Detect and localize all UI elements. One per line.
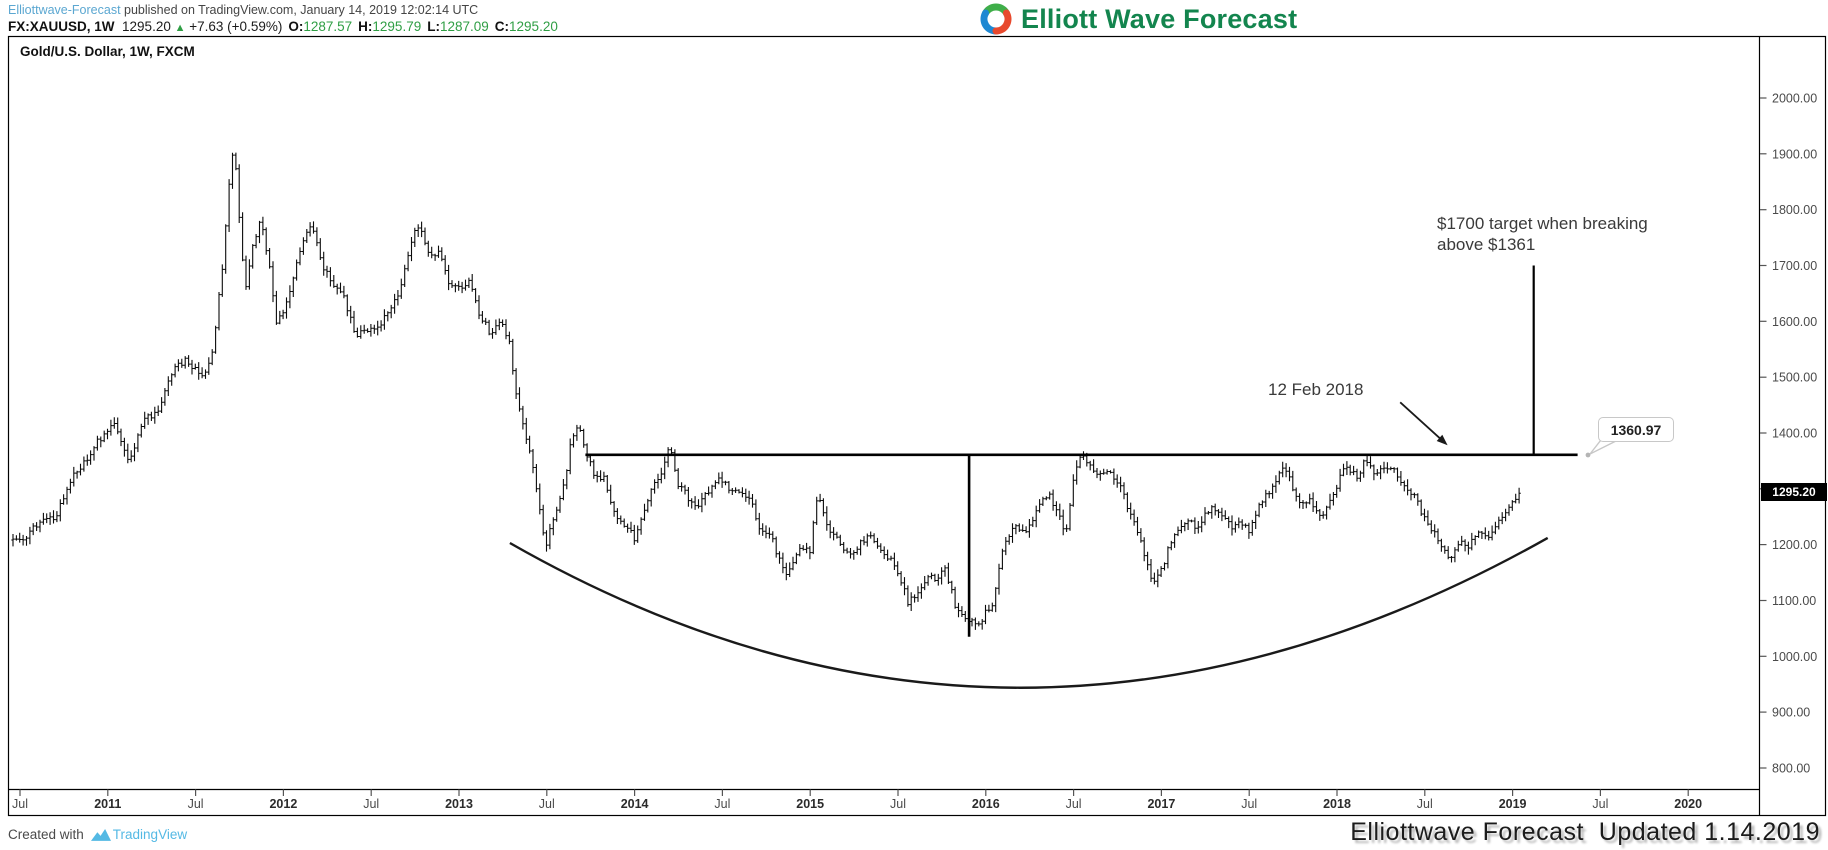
time-axis-label: Jul <box>539 797 555 811</box>
time-axis-label: Jul <box>1417 797 1433 811</box>
low-label: L: <box>427 19 440 34</box>
price-axis-label: 1700.00 <box>1772 259 1817 273</box>
time-axis-label: 2014 <box>621 797 649 811</box>
price-axis-label: 1900.00 <box>1772 147 1817 161</box>
annotation-target-text[interactable]: $1700 target when breaking above $1361 <box>1437 213 1648 255</box>
open-value: 1287.57 <box>303 19 353 34</box>
time-axis-label: Jul <box>714 797 730 811</box>
annotation-arrow-shaft <box>1399 401 1443 441</box>
time-axis-label: 2015 <box>796 797 824 811</box>
ticker-row: FX:XAUUSD, 1W 1295.20 ▲ +7.63 (+0.59%) O:… <box>8 19 558 34</box>
time-axis-label: 2016 <box>972 797 1000 811</box>
low-value: 1287.09 <box>439 19 489 34</box>
time-axis-label: 2018 <box>1323 797 1351 811</box>
price-axis-label: 1200.00 <box>1772 538 1817 552</box>
price-axis-label: 900.00 <box>1772 706 1810 720</box>
byline: Elliottwave-Forecast published on Tradin… <box>8 3 478 17</box>
change-value: +7.63 (+0.59%) <box>189 19 283 34</box>
time-axis-label: 2012 <box>269 797 297 811</box>
watermark-text: Elliottwave Forecast Updated 1.14.2019 <box>1350 818 1820 846</box>
last-price-badge: 1295.20 <box>1761 483 1827 501</box>
rounded-bottom-arc[interactable] <box>509 536 1549 689</box>
tradingview-link[interactable]: TradingView <box>112 827 188 842</box>
price-axis-label: 2000.00 <box>1772 92 1817 106</box>
callout-anchor-dot-icon <box>1585 452 1591 458</box>
time-axis-label: 2020 <box>1674 797 1702 811</box>
price-axis-label: 1000.00 <box>1772 650 1817 664</box>
annotation-target-line1: $1700 target when breaking <box>1437 214 1648 233</box>
time-axis-label: 2017 <box>1147 797 1175 811</box>
ohlc-close-ticks <box>13 154 1521 625</box>
open-label: O: <box>288 19 304 34</box>
tradingview-logo-icon <box>90 829 111 841</box>
price-axis-label: 1400.00 <box>1772 427 1817 441</box>
byline-text: published on TradingView.com, January 14… <box>120 3 479 17</box>
price-axis-label: 800.00 <box>1772 762 1810 776</box>
time-axis-label: Jul <box>1592 797 1608 811</box>
price-axis-label: 1100.00 <box>1772 594 1816 608</box>
footer-created-with: Created with TradingView <box>8 827 187 842</box>
high-label: H: <box>358 19 373 34</box>
price-axis-label: 1800.00 <box>1772 203 1817 217</box>
close-label: C: <box>494 19 510 34</box>
last-price: 1295.20 <box>122 19 171 34</box>
close-value: 1295.20 <box>509 19 558 34</box>
high-value: 1295.79 <box>372 19 422 34</box>
created-with-text: Created with <box>8 827 84 842</box>
brand-logo: Elliott Wave Forecast <box>978 1 1297 37</box>
price-callout[interactable]: 1360.97 <box>1598 417 1674 442</box>
annotation-target-line2: above $1361 <box>1437 235 1536 254</box>
time-axis-label: 2011 <box>94 797 121 811</box>
time-axis-label: Jul <box>12 797 28 811</box>
time-axis-label: Jul <box>1241 797 1257 811</box>
brand-name: Elliott Wave Forecast <box>1021 3 1298 34</box>
time-axis-label: 2013 <box>445 797 473 811</box>
time-axis-label: Jul <box>363 797 379 811</box>
time-axis-label: Jul <box>890 797 906 811</box>
symbol-label: FX:XAUUSD, 1W <box>8 19 115 34</box>
chart-frame <box>7 35 1827 817</box>
up-arrow-icon: ▲ <box>174 22 186 34</box>
publisher-link[interactable]: Elliottwave-Forecast <box>8 3 121 17</box>
time-axis-label: 2019 <box>1499 797 1527 811</box>
annotation-arrowhead-icon <box>1436 434 1448 446</box>
time-axis-label: Jul <box>1066 797 1082 811</box>
chart-title: Gold/U.S. Dollar, 1W, FXCM <box>20 44 195 59</box>
time-axis-label: Jul <box>188 797 204 811</box>
price-axis-label: 1600.00 <box>1772 315 1817 329</box>
price-axis-label: 1500.00 <box>1772 371 1817 385</box>
brand-logo-icon <box>980 3 1012 35</box>
annotation-date-label[interactable]: 12 Feb 2018 <box>1268 380 1364 399</box>
ohlc-open-ticks <box>11 154 1520 625</box>
